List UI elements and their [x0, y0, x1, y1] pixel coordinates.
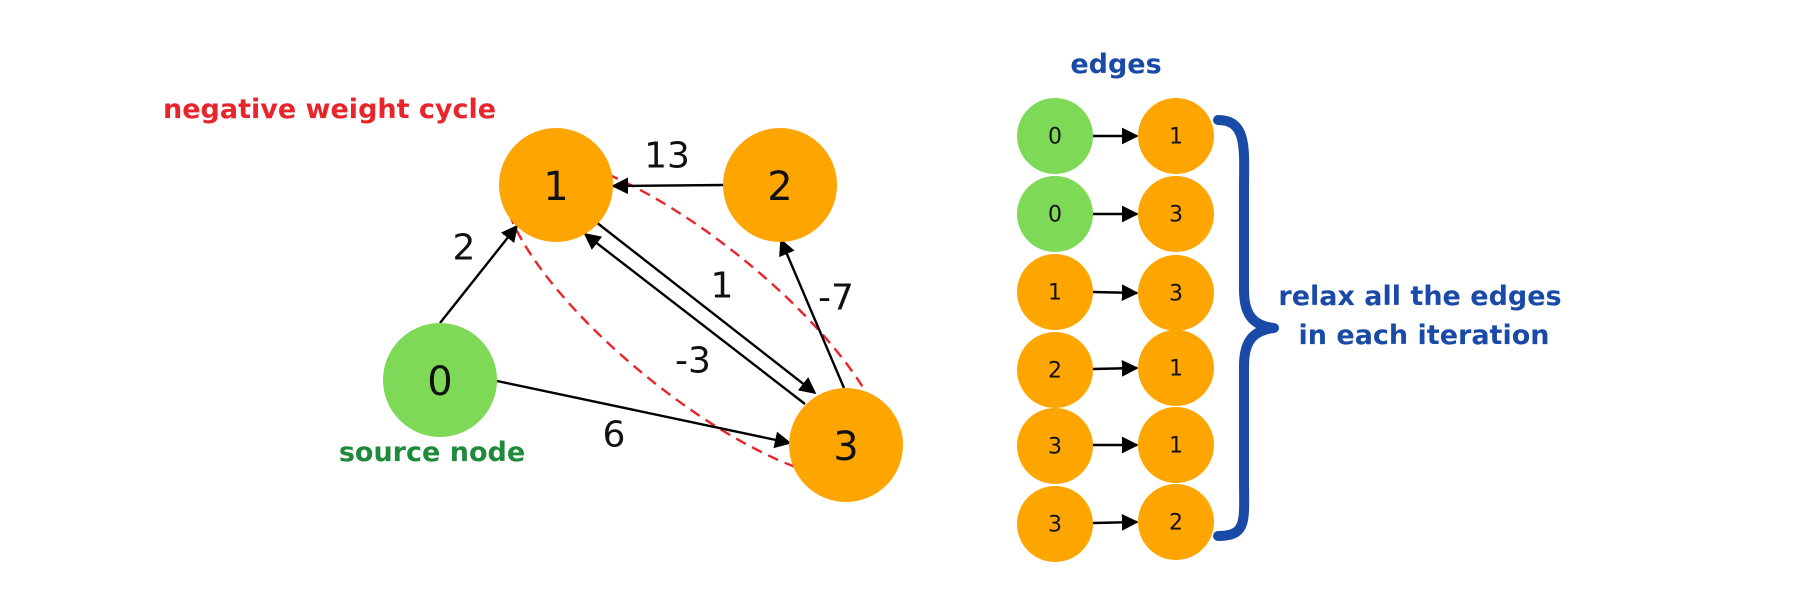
edge-list-row: 1 3 [1017, 254, 1214, 331]
svg-text:0: 0 [427, 359, 452, 405]
edge-list-row: 2 1 [1017, 330, 1214, 408]
svg-text:0: 0 [1048, 125, 1062, 150]
weight-3-1: -3 [675, 341, 711, 382]
svg-text:1: 1 [543, 164, 568, 210]
svg-text:2: 2 [767, 164, 792, 210]
svg-text:1: 1 [1169, 357, 1183, 382]
svg-text:1: 1 [1048, 281, 1062, 306]
edge-list-row: 0 3 [1017, 176, 1214, 252]
svg-text:2: 2 [1048, 359, 1062, 384]
weight-0-3: 6 [603, 415, 626, 456]
svg-text:1: 1 [1169, 434, 1183, 459]
svg-text:3: 3 [833, 424, 858, 470]
svg-text:3: 3 [1048, 513, 1062, 538]
weight-1-3: 1 [711, 266, 734, 307]
graph-node-0: 0 [383, 323, 497, 437]
edge-2-1 [611, 177, 725, 195]
relax-caption-line1: relax all the edges [1278, 281, 1561, 312]
svg-text:3: 3 [1048, 435, 1062, 460]
edges-title: edges [1070, 49, 1161, 80]
source-node-label: source node [339, 437, 525, 468]
edge-0-3 [496, 379, 792, 449]
curly-brace [1213, 115, 1279, 541]
edge-3-1 [583, 232, 806, 405]
graph-node-1: 1 [499, 128, 613, 242]
negative-cycle-label: negative weight cycle [163, 94, 496, 125]
edge-1-3 [595, 221, 817, 395]
graph-node-3: 3 [789, 388, 903, 502]
svg-text:2: 2 [1169, 511, 1183, 536]
svg-text:0: 0 [1048, 203, 1062, 228]
weight-0-1: 2 [453, 228, 476, 269]
weight-2-1: 13 [644, 136, 690, 177]
svg-text:1: 1 [1169, 125, 1183, 150]
edge-3-2 [779, 238, 846, 389]
svg-text:3: 3 [1169, 282, 1183, 307]
svg-text:3: 3 [1169, 203, 1183, 228]
relax-caption-line2: in each iteration [1299, 320, 1550, 351]
edge-0-1 [439, 224, 519, 324]
edge-list-row: 3 1 [1017, 407, 1214, 484]
edge-list-row: 3 2 [1017, 484, 1214, 562]
graph-node-2: 2 [723, 128, 837, 242]
edge-list-row: 0 1 [1017, 98, 1214, 174]
weight-3-2: -7 [818, 278, 854, 319]
